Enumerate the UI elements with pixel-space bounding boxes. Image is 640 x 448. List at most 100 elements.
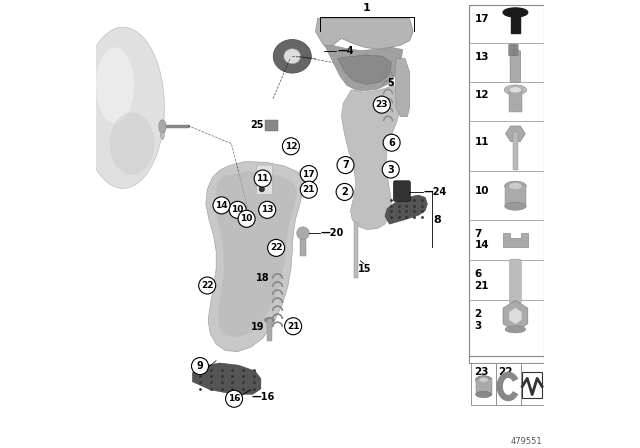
Text: 6
21: 6 21: [474, 269, 489, 291]
Text: 19: 19: [250, 322, 264, 332]
Circle shape: [259, 186, 264, 192]
Text: 7
14: 7 14: [474, 228, 489, 250]
Text: 25: 25: [250, 120, 264, 130]
Circle shape: [382, 161, 399, 178]
Text: 12: 12: [474, 90, 489, 100]
Text: 9: 9: [196, 363, 202, 373]
Text: 11: 11: [257, 174, 269, 183]
Text: 21: 21: [287, 322, 300, 331]
Bar: [354, 222, 358, 278]
Ellipse shape: [476, 376, 492, 384]
Text: 2: 2: [341, 187, 348, 197]
Text: 2
3: 2 3: [474, 309, 482, 331]
Bar: [471, 363, 496, 405]
FancyBboxPatch shape: [510, 51, 521, 82]
FancyBboxPatch shape: [513, 44, 518, 56]
Polygon shape: [503, 300, 528, 332]
Ellipse shape: [503, 8, 528, 17]
Polygon shape: [506, 126, 525, 142]
Bar: [300, 232, 306, 255]
Text: 7: 7: [342, 160, 349, 170]
Text: 18: 18: [256, 273, 270, 283]
Circle shape: [198, 277, 216, 294]
Circle shape: [191, 358, 209, 375]
Ellipse shape: [264, 317, 275, 323]
Circle shape: [259, 201, 276, 218]
Ellipse shape: [109, 112, 154, 175]
Bar: [496, 363, 520, 405]
Text: 13: 13: [474, 52, 489, 62]
Polygon shape: [206, 161, 303, 352]
Bar: [520, 363, 544, 405]
Text: —20: —20: [321, 228, 344, 238]
Text: 21: 21: [303, 185, 315, 194]
Text: 23: 23: [474, 367, 488, 377]
Bar: [469, 5, 544, 363]
Polygon shape: [338, 55, 392, 85]
Text: 12: 12: [285, 142, 297, 151]
Polygon shape: [324, 45, 403, 91]
Text: 11: 11: [474, 137, 489, 147]
Bar: [476, 379, 492, 395]
Text: —16: —16: [252, 392, 275, 401]
Text: 22: 22: [201, 281, 213, 290]
Text: 8: 8: [434, 215, 442, 225]
Circle shape: [337, 156, 354, 173]
Circle shape: [225, 390, 243, 407]
Ellipse shape: [159, 120, 166, 134]
Ellipse shape: [476, 392, 492, 398]
Text: 5: 5: [387, 78, 394, 88]
Text: 10: 10: [232, 205, 244, 214]
Polygon shape: [385, 195, 428, 224]
Circle shape: [300, 181, 317, 198]
Text: 13: 13: [261, 205, 273, 214]
FancyBboxPatch shape: [509, 44, 514, 56]
Bar: [509, 89, 522, 112]
Ellipse shape: [82, 27, 164, 188]
Circle shape: [297, 227, 309, 239]
Circle shape: [229, 201, 246, 218]
Polygon shape: [342, 86, 401, 229]
Text: 479551: 479551: [511, 437, 542, 446]
FancyBboxPatch shape: [394, 181, 410, 201]
Ellipse shape: [509, 183, 522, 189]
Ellipse shape: [505, 202, 526, 210]
Circle shape: [254, 170, 271, 187]
Ellipse shape: [509, 87, 522, 93]
Bar: [267, 319, 271, 340]
Text: 6: 6: [388, 138, 395, 148]
Polygon shape: [503, 233, 528, 246]
Bar: [505, 185, 526, 206]
Polygon shape: [215, 171, 297, 337]
Circle shape: [238, 210, 255, 227]
Ellipse shape: [505, 181, 526, 191]
FancyBboxPatch shape: [509, 259, 521, 304]
Ellipse shape: [284, 49, 301, 64]
Polygon shape: [193, 363, 261, 394]
Text: —24: —24: [424, 187, 447, 197]
Text: 9: 9: [196, 361, 204, 371]
Text: 10: 10: [241, 214, 253, 223]
Bar: [522, 372, 542, 398]
Ellipse shape: [504, 85, 527, 95]
Bar: [266, 120, 278, 131]
Polygon shape: [396, 59, 410, 117]
Text: 1: 1: [363, 3, 371, 13]
Text: 22: 22: [499, 367, 513, 377]
Text: 3: 3: [387, 164, 394, 175]
Polygon shape: [316, 18, 413, 50]
Ellipse shape: [479, 378, 488, 382]
Ellipse shape: [161, 132, 164, 140]
Circle shape: [268, 239, 285, 256]
Ellipse shape: [505, 326, 525, 333]
Circle shape: [373, 96, 390, 113]
Bar: [513, 132, 518, 169]
Circle shape: [336, 183, 353, 200]
Ellipse shape: [299, 168, 310, 177]
Ellipse shape: [96, 47, 134, 124]
Text: 22: 22: [270, 243, 282, 252]
Text: 23: 23: [376, 100, 388, 109]
FancyBboxPatch shape: [257, 165, 273, 194]
Text: 15: 15: [358, 264, 371, 275]
Bar: [511, 12, 520, 33]
